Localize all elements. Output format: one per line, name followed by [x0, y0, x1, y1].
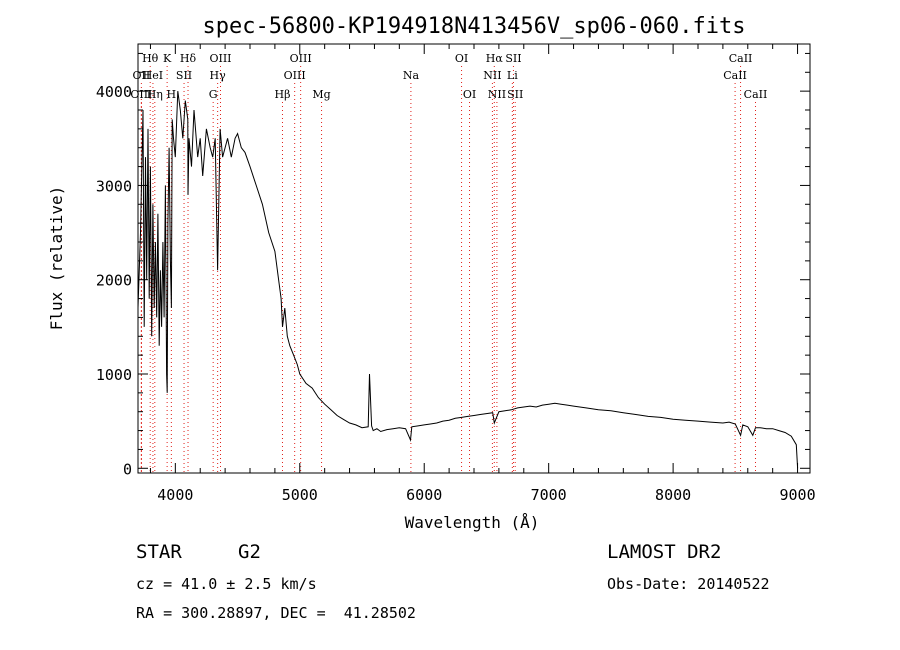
plot-frame — [137, 43, 811, 474]
object-subclass: G2 — [238, 541, 261, 563]
spectral-line-label: OI — [463, 88, 476, 101]
y-tick-label: 1000 — [96, 366, 132, 384]
spectral-line-label: NII — [483, 69, 501, 82]
x-tick-label: 6000 — [406, 486, 442, 504]
y-tick-label: 0 — [123, 460, 132, 478]
spectral-line-label: CaII — [744, 88, 768, 101]
spectral-line-label: G — [209, 88, 218, 101]
spectrum-line — [137, 91, 799, 469]
spectral-line-label: OII — [133, 69, 151, 82]
spectral-line-label: CaII — [729, 52, 753, 65]
spectral-line-label: Hγ — [210, 69, 227, 82]
x-tick-label: 9000 — [779, 486, 815, 504]
spectral-line-label: CaII — [723, 69, 747, 82]
redshift-cz: cz = 41.0 ± 2.5 km/s — [136, 575, 317, 593]
spectral-line-label: OIII — [284, 69, 306, 82]
chart-title: spec-56800-KP194918N413456V_sp06-060.fit… — [202, 14, 745, 39]
spectral-line-label: OIII — [290, 52, 312, 65]
spectral-line-label: OIII — [209, 52, 231, 65]
object-class: STAR — [136, 541, 182, 563]
survey-name: LAMOST DR2 — [607, 541, 722, 563]
spectral-line-label: Hα — [486, 52, 504, 65]
spectral-line-label: K — [163, 52, 172, 65]
x-axis-label: Wavelength (Å) — [405, 513, 540, 532]
spectral-line-label: SII — [505, 52, 521, 65]
ra-dec: RA = 300.28897, DEC = 41.28502 — [136, 604, 416, 622]
spectral-line-label: H — [167, 88, 177, 101]
spectral-line-label: Li — [507, 69, 518, 82]
spectral-line-label: Hδ — [180, 52, 197, 65]
spectral-line-label: Hβ — [275, 88, 291, 101]
spectral-line-label: Mg — [312, 88, 330, 101]
x-tick-label: 8000 — [655, 486, 691, 504]
x-tick-label: 7000 — [531, 486, 567, 504]
y-axis-label: Flux (relative) — [47, 186, 66, 331]
spectral-line-label: NII — [488, 88, 506, 101]
spectral-line-label: SII — [507, 88, 523, 101]
x-tick-label: 5000 — [282, 486, 318, 504]
y-tick-label: 2000 — [96, 272, 132, 290]
spectral-line-label: HeI — [143, 69, 163, 82]
obs-date: Obs-Date: 20140522 — [607, 575, 770, 593]
spectral-line-label: Hθ — [142, 52, 159, 65]
x-tick-label: 4000 — [157, 486, 193, 504]
y-tick-label: 3000 — [96, 177, 132, 195]
spectral-line-label: SII — [176, 69, 192, 82]
spectral-line-label: Hη — [147, 88, 163, 101]
spectral-line-label: Na — [403, 69, 420, 82]
spectral-line-markers — [140, 66, 756, 473]
axis-ticks: 4000 5000 6000 7000 8000 9000 0 1000 2000 3000 400… — [96, 44, 816, 504]
spectral-line-label: OI — [455, 52, 468, 65]
y-tick-label: 4000 — [96, 83, 132, 101]
